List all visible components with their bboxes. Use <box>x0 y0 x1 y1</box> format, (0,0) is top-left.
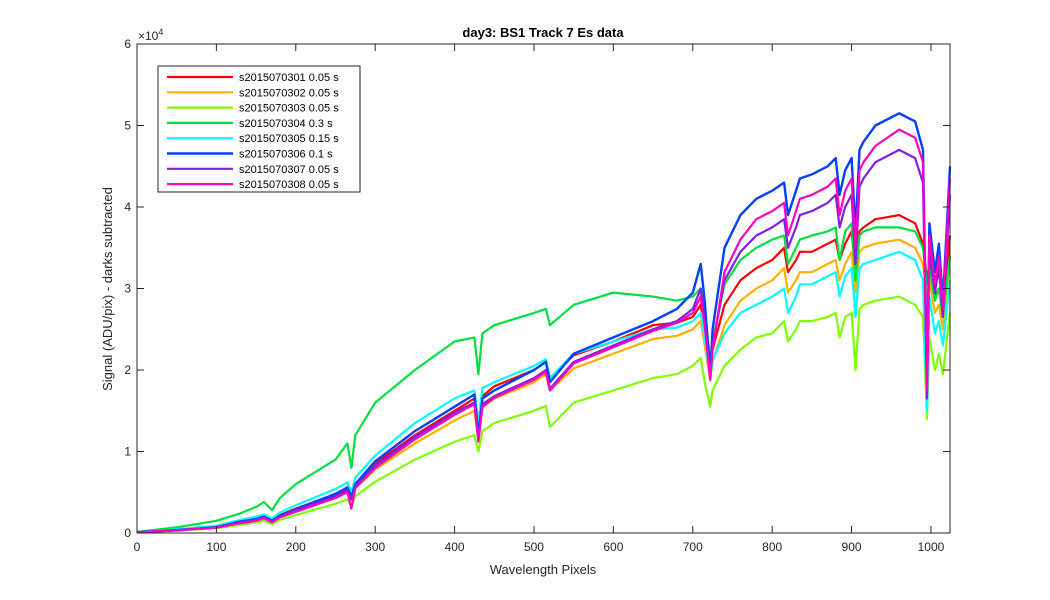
legend-label-3: s2015070303 0.05 s <box>239 103 339 115</box>
x-tick-label: 600 <box>603 540 623 554</box>
legend-label-5: s2015070305 0.15 s <box>239 133 339 145</box>
legend: s2015070301 0.05 s s2015070302 0.05 s s201… <box>157 65 361 193</box>
legend-box <box>157 65 361 193</box>
x-axis: 0 100 200 300 400 500 600 700 800 900 1000 <box>134 44 945 554</box>
y-tick-label: 2 <box>124 363 131 377</box>
legend-label-7: s2015070307 0.05 s <box>239 164 339 176</box>
x-tick-label: 0 <box>134 540 141 554</box>
y-axis: 0 1 2 3 4 5 6 <box>124 37 950 540</box>
y-exponent-label: ×104 <box>138 27 163 43</box>
legend-label-1: s2015070301 0.05 s <box>239 72 339 84</box>
legend-label-4: s2015070304 0.3 s <box>239 118 333 130</box>
y-exponent-power: 4 <box>158 27 163 37</box>
y-tick-label: 3 <box>124 282 131 296</box>
x-tick-label: 300 <box>365 540 385 554</box>
legend-label-6: s2015070306 0.1 s <box>239 149 333 161</box>
series-line-6 <box>136 112 952 534</box>
x-tick-label: 800 <box>762 540 782 554</box>
series-line-3 <box>136 295 952 534</box>
y-tick-label: 1 <box>124 445 131 459</box>
x-tick-label: 900 <box>842 540 862 554</box>
y-axis-label: Signal (ADU/pix) - darks subtracted <box>100 187 115 391</box>
series-group <box>136 112 952 534</box>
y-tick-label: 4 <box>124 200 131 214</box>
series-line-8 <box>136 128 952 534</box>
y-tick-label: 0 <box>124 526 131 540</box>
x-tick-label: 700 <box>683 540 703 554</box>
y-tick-label: 6 <box>124 37 131 51</box>
x-tick-label: 200 <box>286 540 306 554</box>
y-tick-label: 5 <box>124 119 131 133</box>
legend-label-8: s2015070308 0.05 s <box>239 179 339 191</box>
x-tick-label: 1000 <box>918 540 945 554</box>
x-tick-label: 500 <box>524 540 544 554</box>
series-line-5 <box>136 250 952 534</box>
y-exponent-base: ×10 <box>138 29 159 43</box>
x-axis-label: Wavelength Pixels <box>490 562 597 577</box>
x-tick-label: 400 <box>445 540 465 554</box>
legend-label-2: s2015070302 0.05 s <box>239 87 339 99</box>
x-tick-label: 100 <box>206 540 226 554</box>
chart-title: day3: BS1 Track 7 Es data <box>462 25 624 40</box>
